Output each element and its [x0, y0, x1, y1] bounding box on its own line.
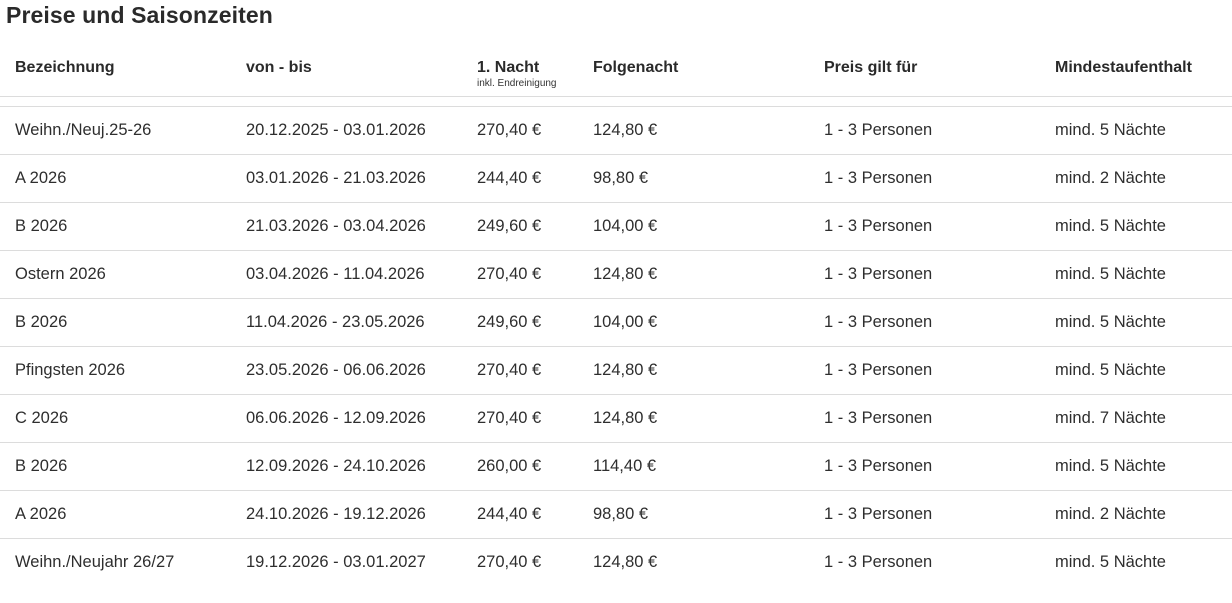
- cell-bezeichnung: A 2026: [0, 154, 231, 203]
- price-table: Bezeichnung von - bis 1. Nacht inkl. End…: [0, 50, 1232, 586]
- cell-bezeichnung: C 2026: [0, 394, 231, 443]
- cell-erste-nacht: 260,00 €: [462, 442, 578, 491]
- cell-von-bis: 21.03.2026 - 03.04.2026: [231, 202, 462, 251]
- cell-von-bis: 03.01.2026 - 21.03.2026: [231, 154, 462, 203]
- cell-erste-nacht: 270,40 €: [477, 552, 542, 571]
- cell-von-bis: 24.10.2026 - 19.12.2026: [231, 490, 462, 539]
- cell-preis-gilt-fuer: 1 - 3 Personen: [809, 250, 1040, 299]
- cell-erste-nacht: 270,40 €: [462, 346, 578, 395]
- cell-folgenacht: 124,80 €: [593, 552, 658, 571]
- cell-mindestaufenthalt: mind. 2 Nächte: [1040, 490, 1232, 539]
- cell-folgenacht: 124,80 €: [578, 394, 809, 443]
- cell-mindestaufenthalt: mind. 5 Nächte: [1040, 250, 1232, 299]
- table-spacer-cell: [0, 96, 1232, 107]
- cell-folgenacht: 98,80 €: [578, 154, 809, 203]
- cell-preis-gilt-fuer: 1 - 3 Personen: [809, 298, 1040, 347]
- cell-erste-nacht: 249,60 €: [462, 298, 578, 347]
- header-von-bis: von - bis: [231, 50, 462, 97]
- table-row: B 2026 12.09.2026 - 24.10.2026 260,00 €114…: [0, 442, 1232, 491]
- cell-bezeichnung: Ostern 2026: [0, 250, 231, 299]
- table-row: C 2026 06.06.2026 - 12.09.2026 270,40 €124…: [0, 394, 1232, 443]
- cell-von-bis: 19.12.2026 - 03.01.2027: [246, 552, 426, 571]
- cell-von-bis: 20.12.2025 - 03.01.2026: [231, 106, 462, 155]
- header-mindestaufenthalt: Mindestaufenthalt: [1040, 50, 1232, 97]
- cell-von-bis: 23.05.2026 - 06.06.2026: [231, 346, 462, 395]
- cell-von-bis: 12.09.2026 - 24.10.2026: [231, 442, 462, 491]
- cell-bezeichnung: Pfingsten 2026: [0, 346, 231, 395]
- cell-bezeichnung: Weihn./Neujahr 26/27: [15, 552, 175, 571]
- cell-folgenacht: 98,80 €: [578, 490, 809, 539]
- cell-preis-gilt-fuer: 1 - 3 Personen: [824, 552, 933, 571]
- cell-bezeichnung: B 2026: [0, 298, 231, 347]
- cell-bezeichnung: B 2026: [0, 202, 231, 251]
- cell-folgenacht: 124,80 €: [578, 106, 809, 155]
- cell-bezeichnung: A 2026: [0, 490, 231, 539]
- table-row: B 2026 11.04.2026 - 23.05.2026 249,60 €104…: [0, 298, 1232, 347]
- header-folgenacht: Folgenacht: [578, 50, 809, 97]
- cell-erste-nacht: 244,40 €: [462, 490, 578, 539]
- header-erste-nacht-label: 1. Nacht: [477, 59, 540, 76]
- cell-preis-gilt-fuer: 1 - 3 Personen: [809, 202, 1040, 251]
- cell-mindestaufenthalt: mind. 5 Nächte: [1055, 552, 1166, 571]
- table-row: Ostern 2026 03.04.2026 - 11.04.2026 270,40…: [0, 250, 1232, 299]
- cell-erste-nacht: 270,40 €: [462, 394, 578, 443]
- cell-mindestaufenthalt: mind. 5 Nächte: [1040, 442, 1232, 491]
- header-erste-nacht: 1. Nacht inkl. Endreinigung: [462, 50, 578, 97]
- price-table-body: Weihn./Neuj.25-26 20.12.2025 - 03.01.2026…: [0, 96, 1232, 586]
- cell-preis-gilt-fuer: 1 - 3 Personen: [809, 346, 1040, 395]
- cell-von-bis: 06.06.2026 - 12.09.2026: [231, 394, 462, 443]
- cell-folgenacht: 124,80 €: [578, 250, 809, 299]
- cell-erste-nacht: 270,40 €: [462, 250, 578, 299]
- cell-folgenacht: 124,80 €: [578, 346, 809, 395]
- cell-preis-gilt-fuer: 1 - 3 Personen: [809, 154, 1040, 203]
- cell-preis-gilt-fuer: 1 - 3 Personen: [809, 490, 1040, 539]
- cell-mindestaufenthalt: mind. 2 Nächte: [1040, 154, 1232, 203]
- cell-erste-nacht: 249,60 €: [462, 202, 578, 251]
- cell-folgenacht: 104,00 €: [578, 298, 809, 347]
- cell-preis-gilt-fuer: 1 - 3 Personen: [809, 442, 1040, 491]
- table-spacer-row: [0, 96, 1232, 107]
- cell-mindestaufenthalt: mind. 7 Nächte: [1040, 394, 1232, 443]
- table-header-row: Bezeichnung von - bis 1. Nacht inkl. End…: [0, 50, 1232, 97]
- table-row: Weihn./Neuj.25-26 20.12.2025 - 03.01.2026…: [0, 106, 1232, 155]
- cell-mindestaufenthalt: mind. 5 Nächte: [1040, 346, 1232, 395]
- table-row: A 2026 24.10.2026 - 19.12.2026 244,40 €98,…: [0, 490, 1232, 539]
- cell-mindestaufenthalt: mind. 5 Nächte: [1040, 106, 1232, 155]
- cell-bezeichnung: Weihn./Neuj.25-26: [0, 106, 231, 155]
- cell-bezeichnung: B 2026: [0, 442, 231, 491]
- header-preis-gilt-fuer: Preis gilt für: [809, 50, 1040, 97]
- cell-mindestaufenthalt: mind. 5 Nächte: [1040, 298, 1232, 347]
- header-bezeichnung: Bezeichnung: [0, 50, 231, 97]
- table-row: Weihn./Neujahr 26/27 19.12.2026 - 03.01.2…: [0, 538, 1232, 586]
- table-row: B 2026 21.03.2026 - 03.04.2026 249,60 €104…: [0, 202, 1232, 251]
- cell-folgenacht: 104,00 €: [578, 202, 809, 251]
- cell-folgenacht: 114,40 €: [578, 442, 809, 491]
- cell-erste-nacht: 270,40 €: [462, 106, 578, 155]
- cell-erste-nacht: 244,40 €: [462, 154, 578, 203]
- cell-preis-gilt-fuer: 1 - 3 Personen: [809, 394, 1040, 443]
- cell-mindestaufenthalt: mind. 5 Nächte: [1040, 202, 1232, 251]
- cell-preis-gilt-fuer: 1 - 3 Personen: [809, 106, 1040, 155]
- page-title: Preise und Saisonzeiten: [6, 2, 273, 28]
- table-row: A 2026 03.01.2026 - 21.03.2026 244,40 €98,…: [0, 154, 1232, 203]
- table-row: Pfingsten 2026 23.05.2026 - 06.06.2026 270…: [0, 346, 1232, 395]
- cell-von-bis: 03.04.2026 - 11.04.2026: [231, 250, 462, 299]
- header-erste-nacht-subtitle: inkl. Endreinigung: [477, 78, 557, 89]
- cell-von-bis: 11.04.2026 - 23.05.2026: [231, 298, 462, 347]
